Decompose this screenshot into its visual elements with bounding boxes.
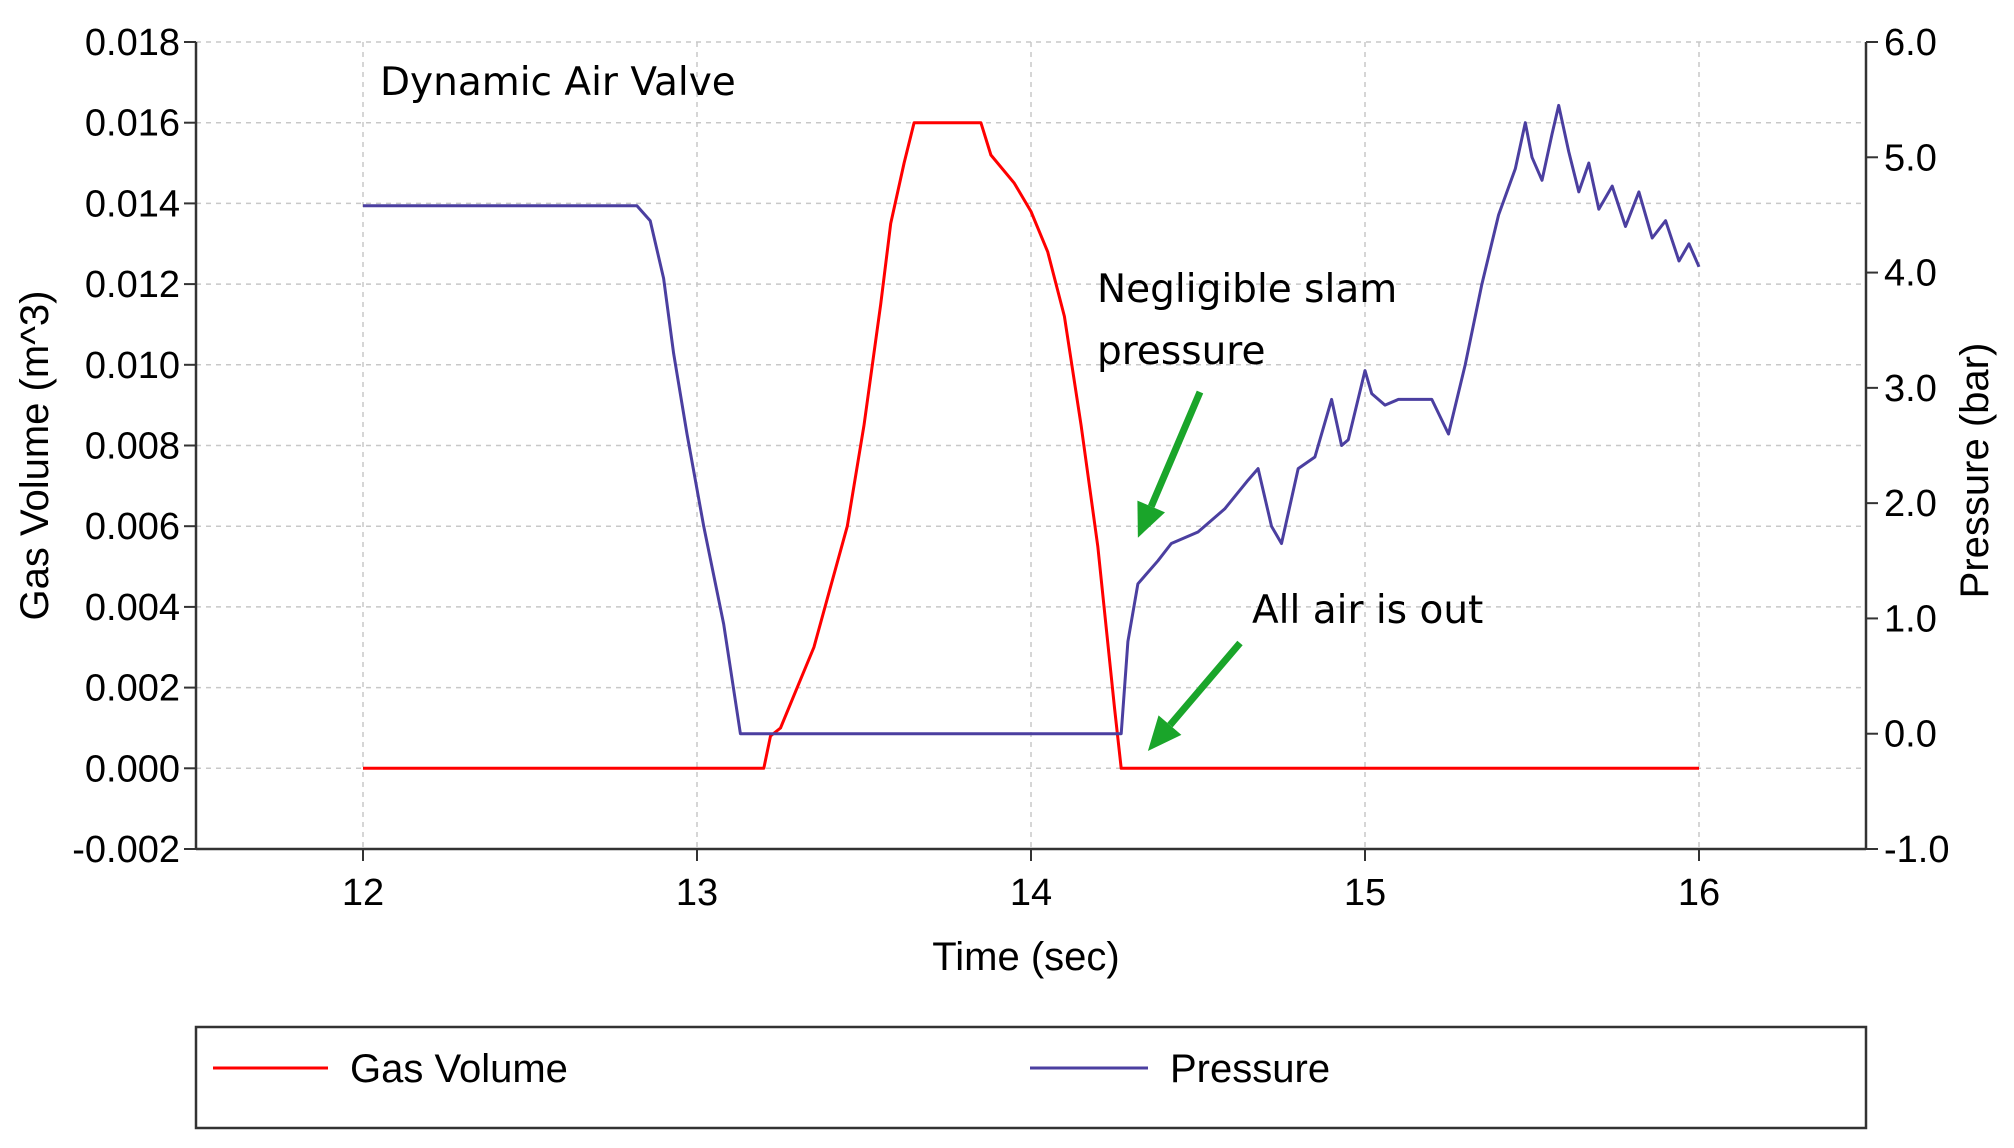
y-left-tick-label: 0.012	[85, 264, 180, 306]
x-tick-label: 14	[1010, 872, 1052, 914]
annotation-arrow	[1167, 640, 1243, 728]
y-left-tick-label: 0.014	[85, 183, 180, 225]
annotation-text: Negligible slam	[1097, 267, 1397, 312]
x-tick-label: 15	[1344, 872, 1386, 914]
series-line-pressure	[363, 103, 1701, 736]
series	[363, 103, 1701, 770]
y-right-axis-title: Pressure (bar)	[1953, 343, 1997, 599]
y-right-tick-label: 0.0	[1884, 714, 1937, 756]
y-left-tick-label: 0.008	[85, 426, 180, 468]
x-tick-label: 16	[1678, 872, 1720, 914]
legend-box	[194, 1025, 1868, 1130]
annotation-text: pressure	[1097, 329, 1265, 374]
y-right-tick-label: 2.0	[1884, 483, 1937, 525]
y-right-tick-label: 3.0	[1884, 368, 1937, 410]
legend: Gas Volume Pressure	[194, 1025, 1868, 1130]
y-left-tick-label: 0.000	[85, 748, 180, 790]
y-left-tick-label: 0.004	[85, 587, 180, 629]
y-right-tick-label: 5.0	[1884, 137, 1937, 179]
x-tick-label: 13	[676, 872, 718, 914]
x-axis-title: Time (sec)	[932, 935, 1119, 979]
y-right-tick-label: 6.0	[1884, 22, 1937, 64]
y-left-axis-title: Gas Volume (m^3)	[13, 291, 57, 621]
axes: 0.0180.0160.0140.0120.0100.0080.0060.004…	[13, 22, 1997, 979]
y-left-tick-label: -0.002	[72, 829, 180, 871]
y-right-tick-label: 4.0	[1884, 253, 1937, 295]
x-tick-label: 12	[342, 872, 384, 914]
y-left-tick-label: 0.010	[85, 345, 180, 387]
y-right-tick-label: -1.0	[1884, 829, 1949, 871]
annotations: Dynamic Air Valve Negligible slam pressure…	[380, 60, 1483, 752]
annotation-arrowhead	[1137, 500, 1166, 538]
legend-label: Gas Volume	[350, 1047, 568, 1091]
y-left-tick-label: 0.016	[85, 103, 180, 145]
annotation-arrowhead	[1147, 715, 1182, 752]
annotation-text: All air is out	[1252, 588, 1483, 633]
annotation-text: Dynamic Air Valve	[380, 60, 736, 105]
annotation-arrow	[1147, 390, 1204, 508]
series-line-gas-volume	[363, 121, 1699, 770]
legend-label: Pressure	[1170, 1047, 1330, 1091]
y-right-tick-label: 1.0	[1884, 598, 1937, 640]
y-left-tick-label: 0.006	[85, 506, 180, 548]
y-left-tick-label: 0.018	[85, 22, 180, 64]
grid	[196, 41, 1866, 850]
y-left-tick-label: 0.002	[85, 668, 180, 710]
